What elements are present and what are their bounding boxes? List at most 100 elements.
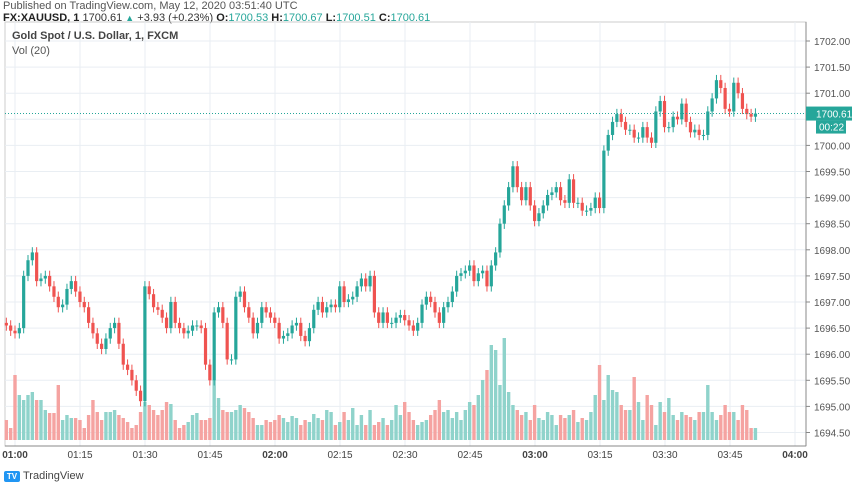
candle-body <box>74 281 78 292</box>
volume-bar <box>433 410 437 440</box>
candle-body <box>749 114 753 117</box>
candle-body <box>545 194 550 206</box>
volume-bar <box>753 428 758 440</box>
candle-body <box>17 328 21 334</box>
volume-bar <box>195 413 199 440</box>
high-label: H: <box>271 12 283 24</box>
volume-bar <box>563 418 567 440</box>
candle-body <box>329 304 333 308</box>
candle-body <box>671 116 675 128</box>
volume-bar <box>143 402 147 440</box>
candle-body <box>710 98 714 112</box>
tradingview-brand: TV TradingView <box>4 470 84 482</box>
volume-bar <box>649 405 654 440</box>
up-arrow-icon: ▲ <box>125 13 135 23</box>
volume-bar <box>30 392 35 440</box>
candle-body <box>134 380 138 391</box>
candle-body <box>680 103 684 120</box>
candle-body <box>537 213 541 222</box>
volume-bar <box>749 428 753 440</box>
candle-body <box>450 291 454 302</box>
candle-body <box>580 202 584 211</box>
candle-body <box>39 278 43 282</box>
volume-bar <box>632 377 636 440</box>
candle-body <box>571 179 576 203</box>
brand-name: TradingView <box>23 470 84 482</box>
candle-body <box>100 343 104 349</box>
candle-body <box>312 309 316 329</box>
volume-bar <box>576 422 580 440</box>
candle-body <box>316 302 320 310</box>
volume-bar <box>385 425 390 440</box>
candle-body <box>697 129 701 135</box>
x-tick-label: 04:00 <box>782 450 808 461</box>
candle-body <box>411 325 415 331</box>
volume-bar <box>34 400 39 440</box>
price-chart[interactable]: 1702.00 1701.50 1701.00 1700.00 1699.50 1699.… <box>0 0 852 470</box>
volume-bar <box>493 350 498 440</box>
volume-bar <box>502 338 506 440</box>
candle-body <box>511 166 515 188</box>
volume-bar <box>65 415 69 440</box>
volume-bar <box>21 400 26 440</box>
volume-bar <box>303 420 307 440</box>
candle-body <box>234 296 238 360</box>
candle-body <box>65 288 69 305</box>
candle-body <box>541 205 545 214</box>
tradingview-logo-icon: TV <box>4 470 20 482</box>
volume-bar <box>281 418 286 440</box>
candle-body <box>299 322 303 336</box>
candle-body <box>52 286 56 297</box>
candle-body <box>9 325 13 331</box>
candle-body <box>43 275 47 279</box>
volume-bar <box>710 412 714 440</box>
volume-bar <box>234 410 238 440</box>
volume-bar <box>519 415 524 440</box>
volume-bar <box>654 425 658 440</box>
volume-bar <box>199 420 203 440</box>
volume-bar <box>641 420 645 440</box>
volume-bar <box>584 420 589 440</box>
candle-body <box>281 335 286 339</box>
y-tick-label: 1701.00 <box>814 89 851 100</box>
volume-bar <box>160 410 164 440</box>
candle-body <box>740 93 745 109</box>
close-label: C: <box>378 12 391 24</box>
volume-bar <box>610 390 615 440</box>
volume-bar <box>117 415 121 440</box>
volume-bar <box>701 412 706 440</box>
x-tick-label: 02:45 <box>457 450 482 461</box>
volume-bar <box>108 412 112 440</box>
candle-body <box>277 322 281 339</box>
candle-body <box>498 223 502 253</box>
x-tick-label: 03:00 <box>522 450 548 461</box>
volume-bar <box>684 415 688 440</box>
candle-body <box>610 121 615 135</box>
candle-body <box>502 205 506 224</box>
candle-body <box>385 312 389 323</box>
volume-bar <box>273 420 277 440</box>
x-tick-label: 03:15 <box>587 450 612 461</box>
candle-body <box>325 307 329 313</box>
candle-body <box>667 127 671 129</box>
volume-bar <box>4 420 9 440</box>
volume-bar <box>351 408 355 440</box>
candle-body <box>407 320 411 326</box>
last-price: 1700.61 <box>82 12 123 24</box>
candle-body <box>216 307 221 313</box>
volume-bar <box>212 380 216 440</box>
volume-bar <box>364 425 368 440</box>
candle-body <box>701 134 706 136</box>
candle-body <box>528 187 532 206</box>
candle-body <box>125 364 130 370</box>
volume-bar <box>597 365 602 440</box>
candle-body <box>714 80 719 99</box>
volume-bar <box>251 418 255 440</box>
candle-body <box>584 210 589 212</box>
volume-bar <box>368 410 372 440</box>
volume-bar <box>151 410 156 440</box>
volume-bar <box>558 415 563 440</box>
volume-bar <box>554 425 558 440</box>
candle-body <box>307 328 312 342</box>
candle-body <box>489 265 493 287</box>
